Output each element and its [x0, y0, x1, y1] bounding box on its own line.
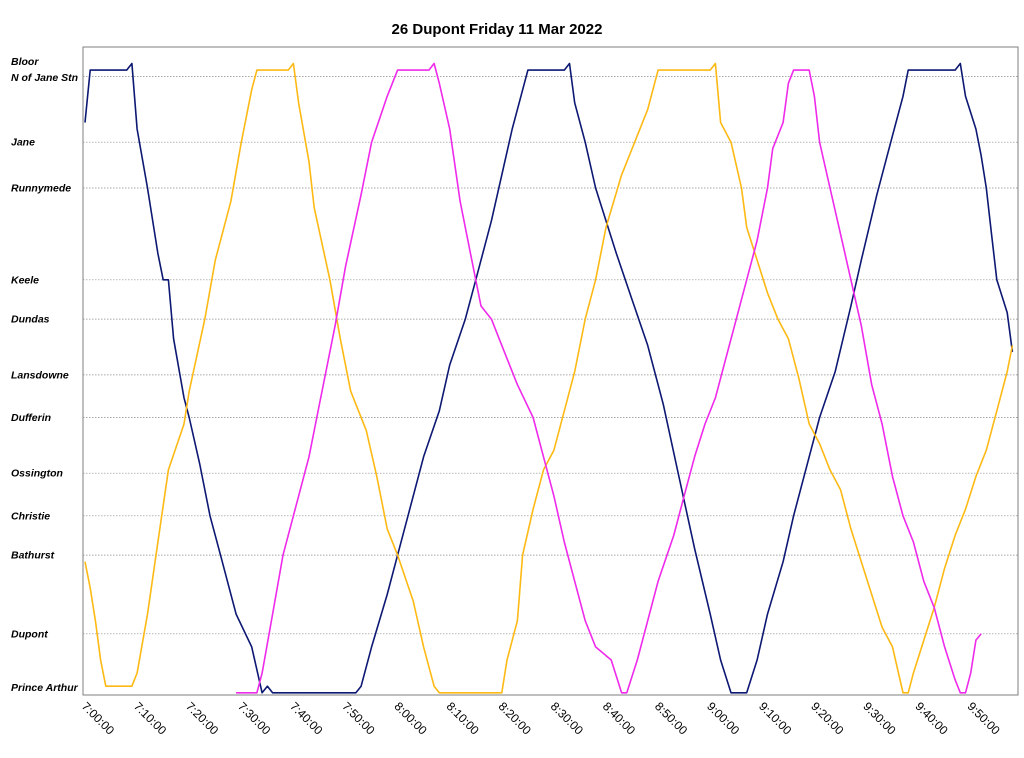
stop-label-prince-arthur: Prince Arthur — [11, 682, 79, 694]
x-tick-9-30-00: 9:30:00 — [860, 699, 898, 737]
x-tick-7-00-00: 7:00:00 — [79, 699, 117, 737]
x-tick-9-20-00: 9:20:00 — [808, 699, 846, 737]
series-line-1 — [84, 62, 1014, 694]
x-tick-7-30-00: 7:30:00 — [235, 699, 273, 737]
x-tick-7-40-00: 7:40:00 — [287, 699, 325, 737]
x-tick-7-20-00: 7:20:00 — [183, 699, 221, 737]
stop-labels: Bloor N of Jane Stn Jane Runnymede Keele Dund… — [11, 56, 79, 694]
chart-title: 26 Dupont Friday 11 Mar 2022 — [392, 21, 603, 38]
plot-area — [82, 46, 1019, 696]
series-line-2 — [84, 62, 1014, 694]
x-tick-8-50-00: 8:50:00 — [652, 699, 690, 737]
x-tick-9-50-00: 9:50:00 — [965, 699, 1003, 737]
stop-label-dufferin: Dufferin — [11, 412, 51, 424]
x-tick-8-40-00: 8:40:00 — [600, 699, 638, 737]
stop-label-runnymede: Runnymede — [11, 183, 71, 195]
series-lines — [84, 62, 1014, 694]
stop-label-dundas: Dundas — [11, 314, 50, 326]
x-tick-9-40-00: 9:40:00 — [912, 699, 950, 737]
x-tick-7-10-00: 7:10:00 — [131, 699, 169, 737]
x-tick-8-20-00: 8:20:00 — [496, 699, 534, 737]
x-tick-9-10-00: 9:10:00 — [756, 699, 794, 737]
stop-label-bathurst: Bathurst — [11, 550, 55, 562]
x-tick-8-30-00: 8:30:00 — [548, 699, 586, 737]
stop-label-bloor: Bloor — [11, 56, 39, 68]
x-tick-9-00-00: 9:00:00 — [704, 699, 742, 737]
x-tick-7-50-00: 7:50:00 — [339, 699, 377, 737]
stop-label-jane: Jane — [11, 137, 35, 149]
stop-label-dupont: Dupont — [11, 628, 48, 640]
stop-label-christie: Christie — [11, 510, 50, 522]
stop-label-n-of-jane-stn: N of Jane Stn — [11, 72, 78, 84]
stop-label-ossington: Ossington — [11, 468, 63, 480]
x-tick-labels: 7:00:00 7:10:00 7:20:00 7:30:00 7:40:00 7:50:… — [79, 699, 1003, 737]
gridlines — [83, 76, 1018, 635]
stop-label-keele: Keele — [11, 274, 39, 286]
stop-label-lansdowne: Lansdowne — [11, 369, 69, 381]
x-tick-8-10-00: 8:10:00 — [444, 699, 482, 737]
series-line-3 — [236, 62, 982, 694]
x-tick-8-00-00: 8:00:00 — [391, 699, 429, 737]
